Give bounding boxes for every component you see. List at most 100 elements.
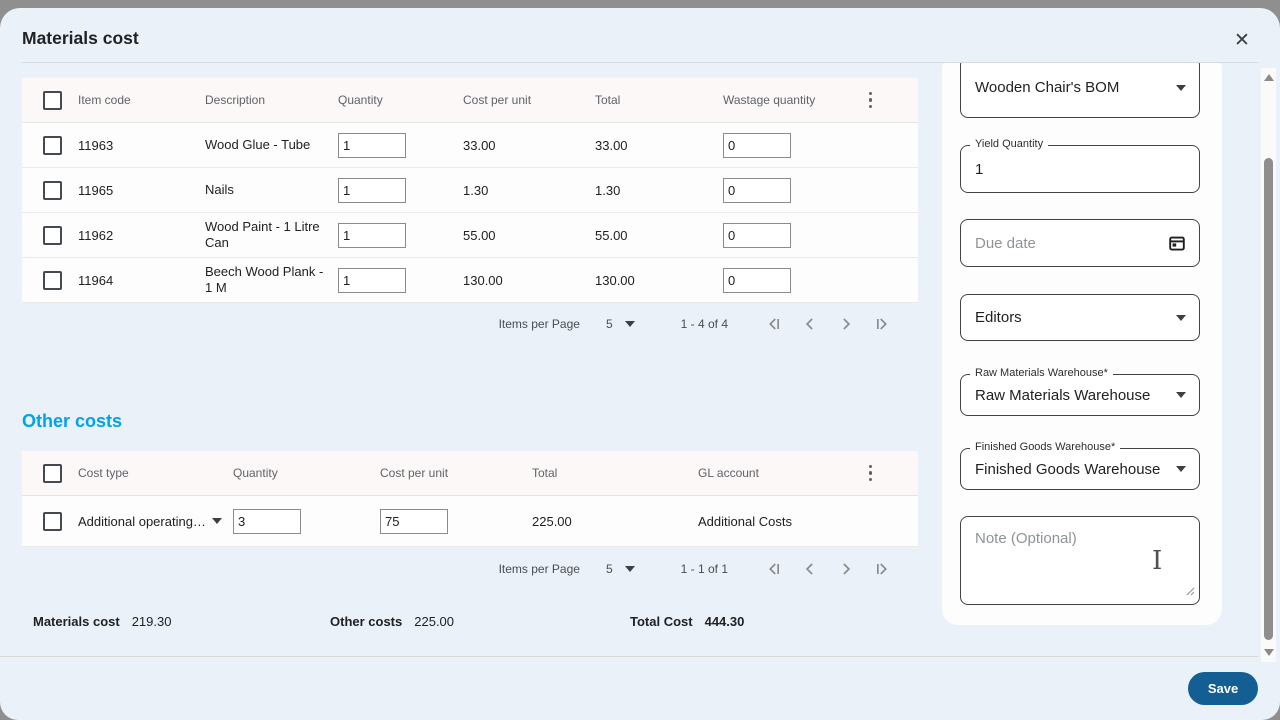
chevron-down-icon xyxy=(624,566,635,572)
cost-per-unit-input[interactable] xyxy=(380,508,448,534)
field-label: Raw Materials Warehouse* xyxy=(970,367,1113,379)
wastage-input[interactable] xyxy=(723,177,791,203)
wastage-input[interactable] xyxy=(723,267,791,293)
save-button[interactable]: Save xyxy=(1188,672,1258,705)
cell-description: Wood Paint - 1 Litre Can xyxy=(205,219,320,250)
other-costs-table: Cost type Quantity Cost per unit Total G… xyxy=(22,451,918,547)
scroll-up-icon[interactable] xyxy=(1261,70,1276,85)
cell-item-code: 11964 xyxy=(78,272,114,288)
note-field[interactable]: Note (Optional) xyxy=(960,516,1200,605)
materials-pagination: Items per Page 5 1 - 4 of 4 xyxy=(22,300,918,348)
row-checkbox[interactable] xyxy=(43,225,62,245)
column-menu-icon[interactable] xyxy=(865,461,877,486)
cell-item-code: 11962 xyxy=(78,227,114,243)
row-checkbox[interactable] xyxy=(43,511,62,531)
cell-item-code: 11965 xyxy=(78,182,114,198)
cost-type-select[interactable]: Additional operating… xyxy=(78,514,233,529)
other-costs-pagination: Items per Page 5 1 - 1 of 1 xyxy=(22,545,918,593)
cell-total: 55.00 xyxy=(595,227,628,243)
items-per-page-select[interactable]: 5 xyxy=(606,562,635,576)
next-page-icon[interactable] xyxy=(834,557,858,581)
table-row: 11962 Wood Paint - 1 Litre Can 55.00 55.… xyxy=(22,213,918,258)
cell-cost-per-unit: 55.00 xyxy=(463,227,496,243)
items-per-page-label: Items per Page xyxy=(498,562,580,576)
previous-page-icon[interactable] xyxy=(798,312,822,336)
wastage-input[interactable] xyxy=(723,132,791,158)
cell-description: Nails xyxy=(205,182,234,197)
quantity-input[interactable] xyxy=(338,132,406,158)
row-checkbox[interactable] xyxy=(43,180,62,200)
table-row: 11963 Wood Glue - Tube 33.00 33.00 xyxy=(22,123,918,168)
other-costs-heading: Other costs xyxy=(22,411,123,431)
scroll-down-icon[interactable] xyxy=(1261,645,1276,660)
page-title: Materials cost xyxy=(22,28,139,48)
bom-select[interactable]: Wooden Chair's BOM xyxy=(960,63,1200,118)
col-total: Total xyxy=(595,93,621,107)
total-cost-summary: Total Cost 444.30 xyxy=(630,614,745,629)
close-icon[interactable]: ✕ xyxy=(1234,29,1250,51)
col-gl-account: GL account xyxy=(698,466,759,480)
scrollbar[interactable] xyxy=(1261,68,1276,662)
quantity-input[interactable] xyxy=(338,267,406,293)
previous-page-icon[interactable] xyxy=(798,557,822,581)
chevron-down-icon xyxy=(1176,392,1186,398)
yield-quantity-field[interactable]: Yield Quantity 1 xyxy=(960,138,1200,193)
scrollbar-thumb[interactable] xyxy=(1264,158,1273,640)
col-description: Description xyxy=(205,93,266,107)
col-cost-per-unit: Cost per unit xyxy=(463,93,532,107)
row-checkbox[interactable] xyxy=(43,270,62,290)
editors-select[interactable]: Editors xyxy=(960,294,1200,341)
select-all-checkbox[interactable] xyxy=(43,90,62,110)
col-wastage-quantity: Wastage quantity xyxy=(723,93,816,107)
finished-warehouse-select[interactable]: Finished Goods Warehouse* Finished Goods… xyxy=(960,441,1200,490)
quantity-input[interactable] xyxy=(338,177,406,203)
page-range-label: 1 - 4 of 4 xyxy=(680,317,728,331)
chevron-down-icon xyxy=(211,518,222,524)
cell-description: Wood Glue - Tube xyxy=(205,137,311,152)
table-row: 11964 Beech Wood Plank - 1 M 130.00 130.… xyxy=(22,258,918,303)
last-page-icon[interactable] xyxy=(870,557,894,581)
table-row: 11965 Nails 1.30 1.30 xyxy=(22,168,918,213)
items-per-page-select[interactable]: 5 xyxy=(606,317,635,331)
next-page-icon[interactable] xyxy=(834,312,858,336)
col-cost-per-unit: Cost per unit xyxy=(380,466,449,480)
raw-warehouse-select[interactable]: Raw Materials Warehouse* Raw Materials W… xyxy=(960,367,1200,416)
wastage-input[interactable] xyxy=(723,222,791,248)
items-per-page-label: Items per Page xyxy=(498,317,580,331)
chevron-down-icon xyxy=(624,321,635,327)
chevron-down-icon xyxy=(1176,314,1186,321)
select-all-checkbox[interactable] xyxy=(43,463,62,483)
cell-description: Beech Wood Plank - 1 M xyxy=(205,264,324,295)
title-divider xyxy=(22,62,1258,63)
cell-item-code: 11963 xyxy=(78,137,114,153)
field-label: Yield Quantity xyxy=(970,138,1049,150)
cell-cost-per-unit: 130.00 xyxy=(463,272,503,288)
first-page-icon[interactable] xyxy=(762,312,786,336)
cell-total: 33.00 xyxy=(595,137,628,153)
col-quantity: Quantity xyxy=(338,93,383,107)
row-checkbox[interactable] xyxy=(43,135,62,155)
resize-handle-icon[interactable] xyxy=(1183,583,1195,600)
calendar-icon[interactable] xyxy=(1168,234,1186,256)
col-quantity: Quantity xyxy=(233,466,278,480)
last-page-icon[interactable] xyxy=(870,312,894,336)
cell-total: 130.00 xyxy=(595,272,635,288)
cell-cost-per-unit: 1.30 xyxy=(463,182,489,198)
details-panel: Wooden Chair's BOM Yield Quantity 1 Due … xyxy=(942,63,1222,625)
cell-total: 225.00 xyxy=(532,513,572,529)
cell-cost-per-unit: 33.00 xyxy=(463,137,496,153)
footer-divider xyxy=(0,656,1258,657)
quantity-input[interactable] xyxy=(338,222,406,248)
page-range-label: 1 - 1 of 1 xyxy=(680,562,728,576)
col-cost-type: Cost type xyxy=(78,466,129,480)
materials-cost-summary: Materials cost 219.30 xyxy=(33,614,172,629)
other-costs-header: Cost type Quantity Cost per unit Total G… xyxy=(22,451,918,496)
first-page-icon[interactable] xyxy=(762,557,786,581)
table-row: Additional operating… 225.00 Additional … xyxy=(22,496,918,547)
materials-table-header: Item code Description Quantity Cost per … xyxy=(22,78,918,123)
quantity-input[interactable] xyxy=(233,508,301,534)
col-total: Total xyxy=(532,466,558,480)
due-date-field[interactable]: Due date xyxy=(960,219,1200,267)
column-menu-icon[interactable] xyxy=(865,88,877,113)
